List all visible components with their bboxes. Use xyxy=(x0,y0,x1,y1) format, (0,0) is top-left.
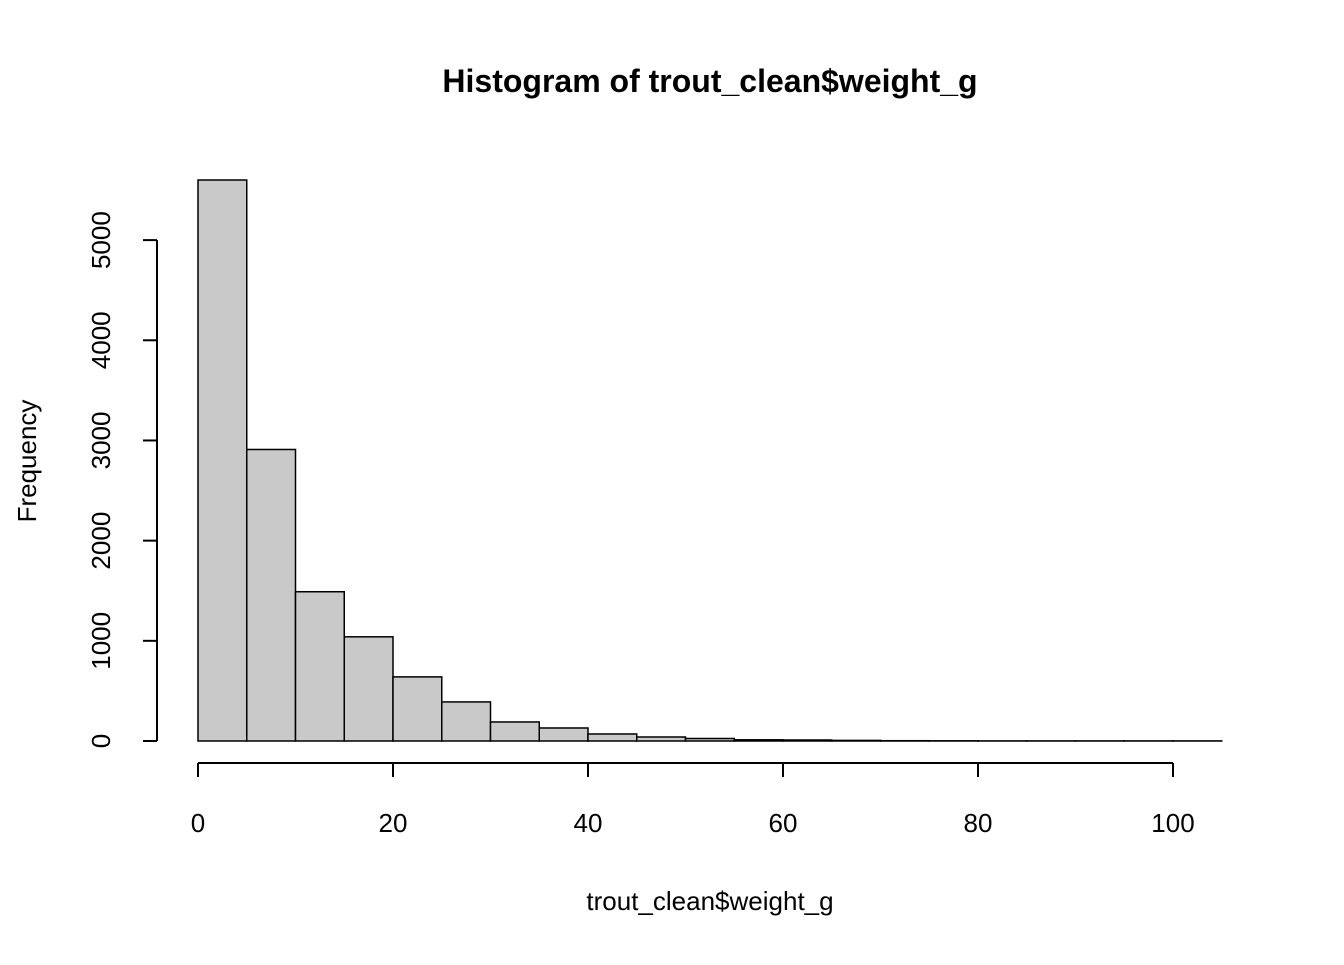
bar xyxy=(296,592,345,741)
y-tick-label: 3000 xyxy=(86,412,116,470)
bar xyxy=(686,738,735,741)
y-tick-label: 4000 xyxy=(86,311,116,369)
x-tick-label: 80 xyxy=(964,808,993,838)
bar xyxy=(491,722,540,741)
bar xyxy=(198,180,247,741)
bar xyxy=(637,737,686,741)
x-tick-label: 100 xyxy=(1151,808,1194,838)
x-axis-label: trout_clean$weight_g xyxy=(586,886,833,916)
y-tick-label: 2000 xyxy=(86,512,116,570)
x-tick-label: 0 xyxy=(191,808,205,838)
bar xyxy=(344,637,393,741)
y-axis-label: Frequency xyxy=(12,400,42,523)
bar xyxy=(539,728,588,741)
x-tick-label: 40 xyxy=(574,808,603,838)
bar xyxy=(442,702,491,741)
bar xyxy=(832,740,881,741)
bar xyxy=(783,740,832,741)
y-tick-label: 0 xyxy=(86,734,116,748)
chart-title: Histogram of trout_clean$weight_g xyxy=(442,63,977,99)
bar xyxy=(247,449,296,741)
bar xyxy=(393,677,442,741)
bar xyxy=(588,734,637,741)
y-tick-label: 5000 xyxy=(86,211,116,269)
x-tick-label: 60 xyxy=(769,808,798,838)
x-tick-label: 20 xyxy=(379,808,408,838)
bar xyxy=(734,740,783,741)
y-tick-label: 1000 xyxy=(86,612,116,670)
